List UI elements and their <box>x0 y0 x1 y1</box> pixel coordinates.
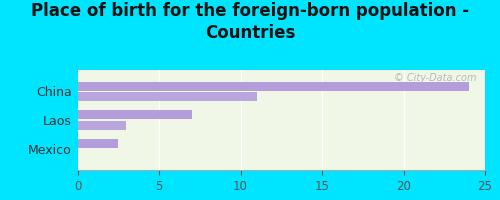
Text: © City-Data.com: © City-Data.com <box>394 73 477 83</box>
Bar <box>78 110 192 119</box>
Text: Place of birth for the foreign-born population -
Countries: Place of birth for the foreign-born popu… <box>31 2 469 42</box>
Bar <box>78 92 257 101</box>
Bar <box>78 139 118 148</box>
Bar <box>78 82 468 91</box>
Bar <box>78 121 126 130</box>
